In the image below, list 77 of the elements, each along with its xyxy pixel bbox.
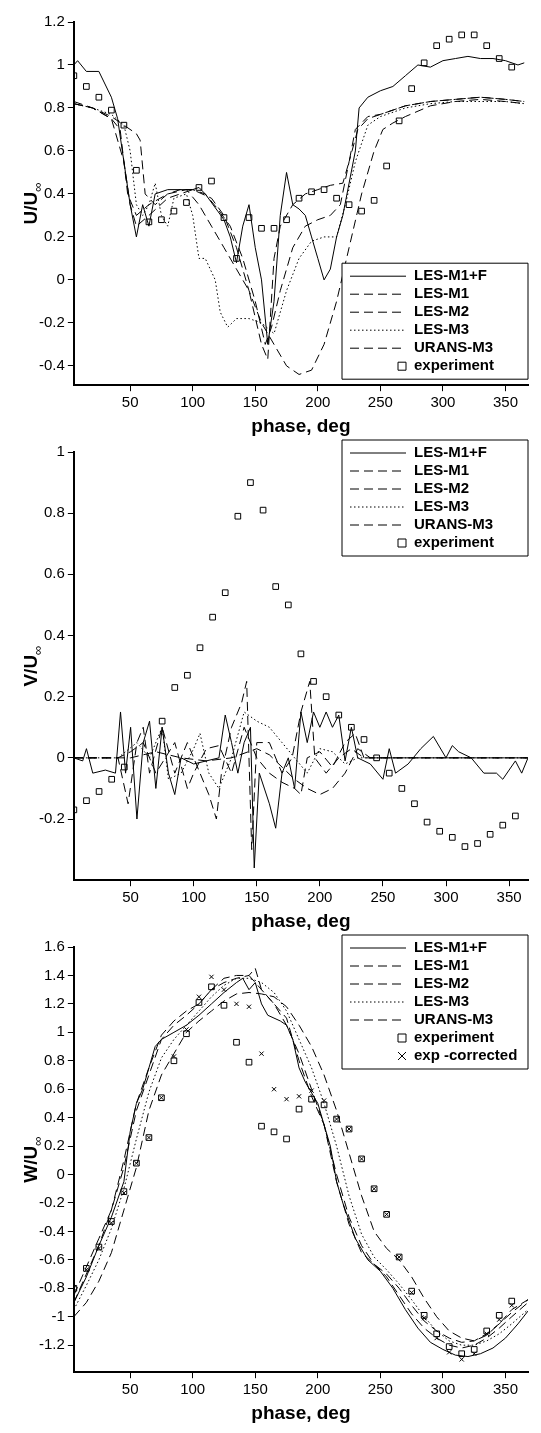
y-tick-label: 0.2 bbox=[43, 686, 65, 704]
x-tick-label: 150 bbox=[242, 393, 268, 411]
x-axis-title: phase, deg bbox=[251, 1401, 351, 1423]
legend-label: LES-M3 bbox=[414, 992, 470, 1010]
x-tick-label: 250 bbox=[367, 1380, 393, 1398]
y-tick-label: 1 bbox=[56, 1022, 65, 1040]
x-axis-title: phase, deg bbox=[251, 909, 351, 931]
legend-label: URANS-M3 bbox=[414, 338, 494, 356]
x-tick-label: 250 bbox=[370, 888, 396, 906]
x-axis-title: phase, deg bbox=[251, 414, 351, 436]
y-tick-label: 0 bbox=[56, 270, 65, 288]
y-tick-label: 0 bbox=[56, 748, 65, 765]
y-tick-label: 0 bbox=[56, 1164, 65, 1182]
y-tick-label: 0.6 bbox=[43, 141, 65, 159]
legend-label: LES-M2 bbox=[414, 302, 470, 320]
x-tick-label: 300 bbox=[430, 393, 456, 411]
legend-label: LES-M1 bbox=[414, 956, 470, 974]
x-tick-label: 50 bbox=[121, 393, 139, 411]
y-tick-label: -0.4 bbox=[38, 356, 65, 373]
legend-label: LES-M1+F bbox=[414, 266, 487, 284]
y-tick-label: -0.2 bbox=[38, 313, 65, 331]
legend-label: experiment bbox=[414, 356, 495, 374]
x-tick-label: 100 bbox=[180, 393, 206, 411]
legend-label: LES-M2 bbox=[414, 479, 470, 497]
legend-label: URANS-M3 bbox=[414, 1010, 494, 1028]
x-tick-label: 150 bbox=[242, 1380, 268, 1398]
legend-label: LES-M3 bbox=[414, 320, 470, 338]
y-axis-title: W/U∞ bbox=[20, 1136, 45, 1183]
y-tick-label: 0.4 bbox=[43, 1107, 65, 1125]
legend-label: LES-M2 bbox=[414, 974, 470, 992]
x-tick-label: 50 bbox=[122, 888, 139, 906]
y-tick-label: -1.2 bbox=[38, 1335, 65, 1353]
y-tick-label: -0.8 bbox=[38, 1278, 65, 1296]
y-tick-label: 1.6 bbox=[43, 937, 65, 955]
y-tick-label: 0.4 bbox=[43, 625, 65, 643]
y-tick-label: 1.2 bbox=[43, 12, 65, 30]
legend-label: LES-M1 bbox=[414, 284, 470, 302]
x-tick-label: 200 bbox=[305, 393, 331, 411]
y-tick-label: -0.4 bbox=[38, 1221, 65, 1239]
x-tick-label: 100 bbox=[180, 1380, 206, 1398]
y-tick-label: 0.8 bbox=[43, 98, 65, 116]
y-tick-label: 1 bbox=[56, 442, 65, 460]
y-tick-label: 0.6 bbox=[43, 1079, 65, 1097]
y-tick-label: 1.4 bbox=[43, 965, 65, 983]
y-tick-label: -1 bbox=[51, 1306, 65, 1324]
x-tick-label: 350 bbox=[492, 393, 518, 411]
x-tick-label: 350 bbox=[496, 888, 522, 906]
legend-label: LES-M1+F bbox=[414, 443, 487, 461]
y-tick-label: -0.6 bbox=[38, 1250, 65, 1267]
x-tick-label: 150 bbox=[244, 888, 270, 906]
x-tick-label: 50 bbox=[121, 1380, 139, 1398]
y-axis-title: V/U∞ bbox=[20, 645, 45, 687]
x-tick-label: 300 bbox=[430, 1380, 456, 1398]
legend-label: exp -corrected bbox=[414, 1046, 518, 1064]
x-tick-label: 350 bbox=[492, 1380, 518, 1398]
x-tick-label: 100 bbox=[181, 888, 207, 906]
x-tick-label: 200 bbox=[305, 1380, 331, 1398]
legend-label: URANS-M3 bbox=[414, 515, 494, 533]
y-tick-label: 0.8 bbox=[43, 1050, 65, 1068]
legend-label: LES-M1 bbox=[414, 461, 470, 479]
x-tick-label: 250 bbox=[367, 393, 393, 411]
legend-label: LES-M3 bbox=[414, 497, 470, 515]
y-tick-label: 0.2 bbox=[43, 1136, 65, 1154]
x-tick-label: 300 bbox=[433, 888, 459, 906]
y-tick-label: 1 bbox=[56, 55, 65, 73]
legend-label: LES-M1+F bbox=[414, 938, 487, 956]
y-tick-label: -0.2 bbox=[38, 1193, 65, 1211]
y-tick-label: 0.8 bbox=[43, 503, 65, 521]
y-tick-label: 0.4 bbox=[43, 184, 65, 202]
y-tick-label: 0.2 bbox=[43, 227, 65, 245]
legend-label: experiment bbox=[414, 1028, 495, 1046]
y-tick-label: 0.6 bbox=[43, 564, 65, 582]
x-tick-label: 200 bbox=[307, 888, 333, 906]
y-tick-label: -0.2 bbox=[38, 809, 65, 827]
y-axis-title: U/U∞ bbox=[20, 182, 45, 225]
y-tick-label: 1.2 bbox=[43, 994, 65, 1012]
legend-label: experiment bbox=[414, 533, 495, 551]
